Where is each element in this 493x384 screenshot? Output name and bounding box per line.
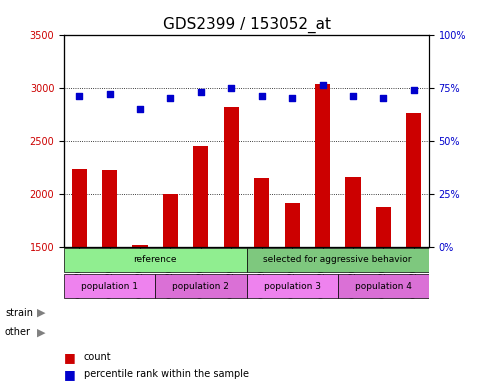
FancyBboxPatch shape [64,274,155,298]
Bar [163,194,178,384]
Point [106,91,113,97]
Text: population 2: population 2 [173,282,229,291]
Point [410,87,418,93]
Bar [71,169,87,384]
FancyBboxPatch shape [246,248,429,272]
Point [349,93,357,99]
Bar [193,146,209,384]
Text: ■: ■ [64,368,76,381]
Text: strain: strain [5,308,33,318]
Text: ▶: ▶ [37,327,45,337]
Title: GDS2399 / 153052_at: GDS2399 / 153052_at [163,17,330,33]
Point [227,84,235,91]
Text: population 4: population 4 [355,282,412,291]
Point [380,95,387,101]
Bar [345,177,360,384]
Text: reference: reference [134,255,177,264]
Text: percentile rank within the sample: percentile rank within the sample [84,369,249,379]
Point [197,89,205,95]
FancyBboxPatch shape [155,274,246,298]
Bar [406,113,422,384]
Bar [315,84,330,384]
FancyBboxPatch shape [64,248,246,272]
Point [75,93,83,99]
FancyBboxPatch shape [338,274,429,298]
Text: ■: ■ [64,351,76,364]
Bar [133,245,148,384]
Bar [376,207,391,384]
FancyBboxPatch shape [246,274,338,298]
Text: population 3: population 3 [264,282,320,291]
Bar [254,178,269,384]
Text: count: count [84,352,111,362]
Point [288,95,296,101]
Text: population 1: population 1 [81,282,138,291]
Text: ▶: ▶ [37,308,45,318]
Text: selected for aggressive behavior: selected for aggressive behavior [263,255,412,264]
Text: other: other [5,327,31,337]
Bar [284,203,300,384]
Point [258,93,266,99]
Point [167,95,175,101]
Point [136,106,144,112]
Point [318,82,326,88]
Bar [224,107,239,384]
Bar [102,170,117,384]
